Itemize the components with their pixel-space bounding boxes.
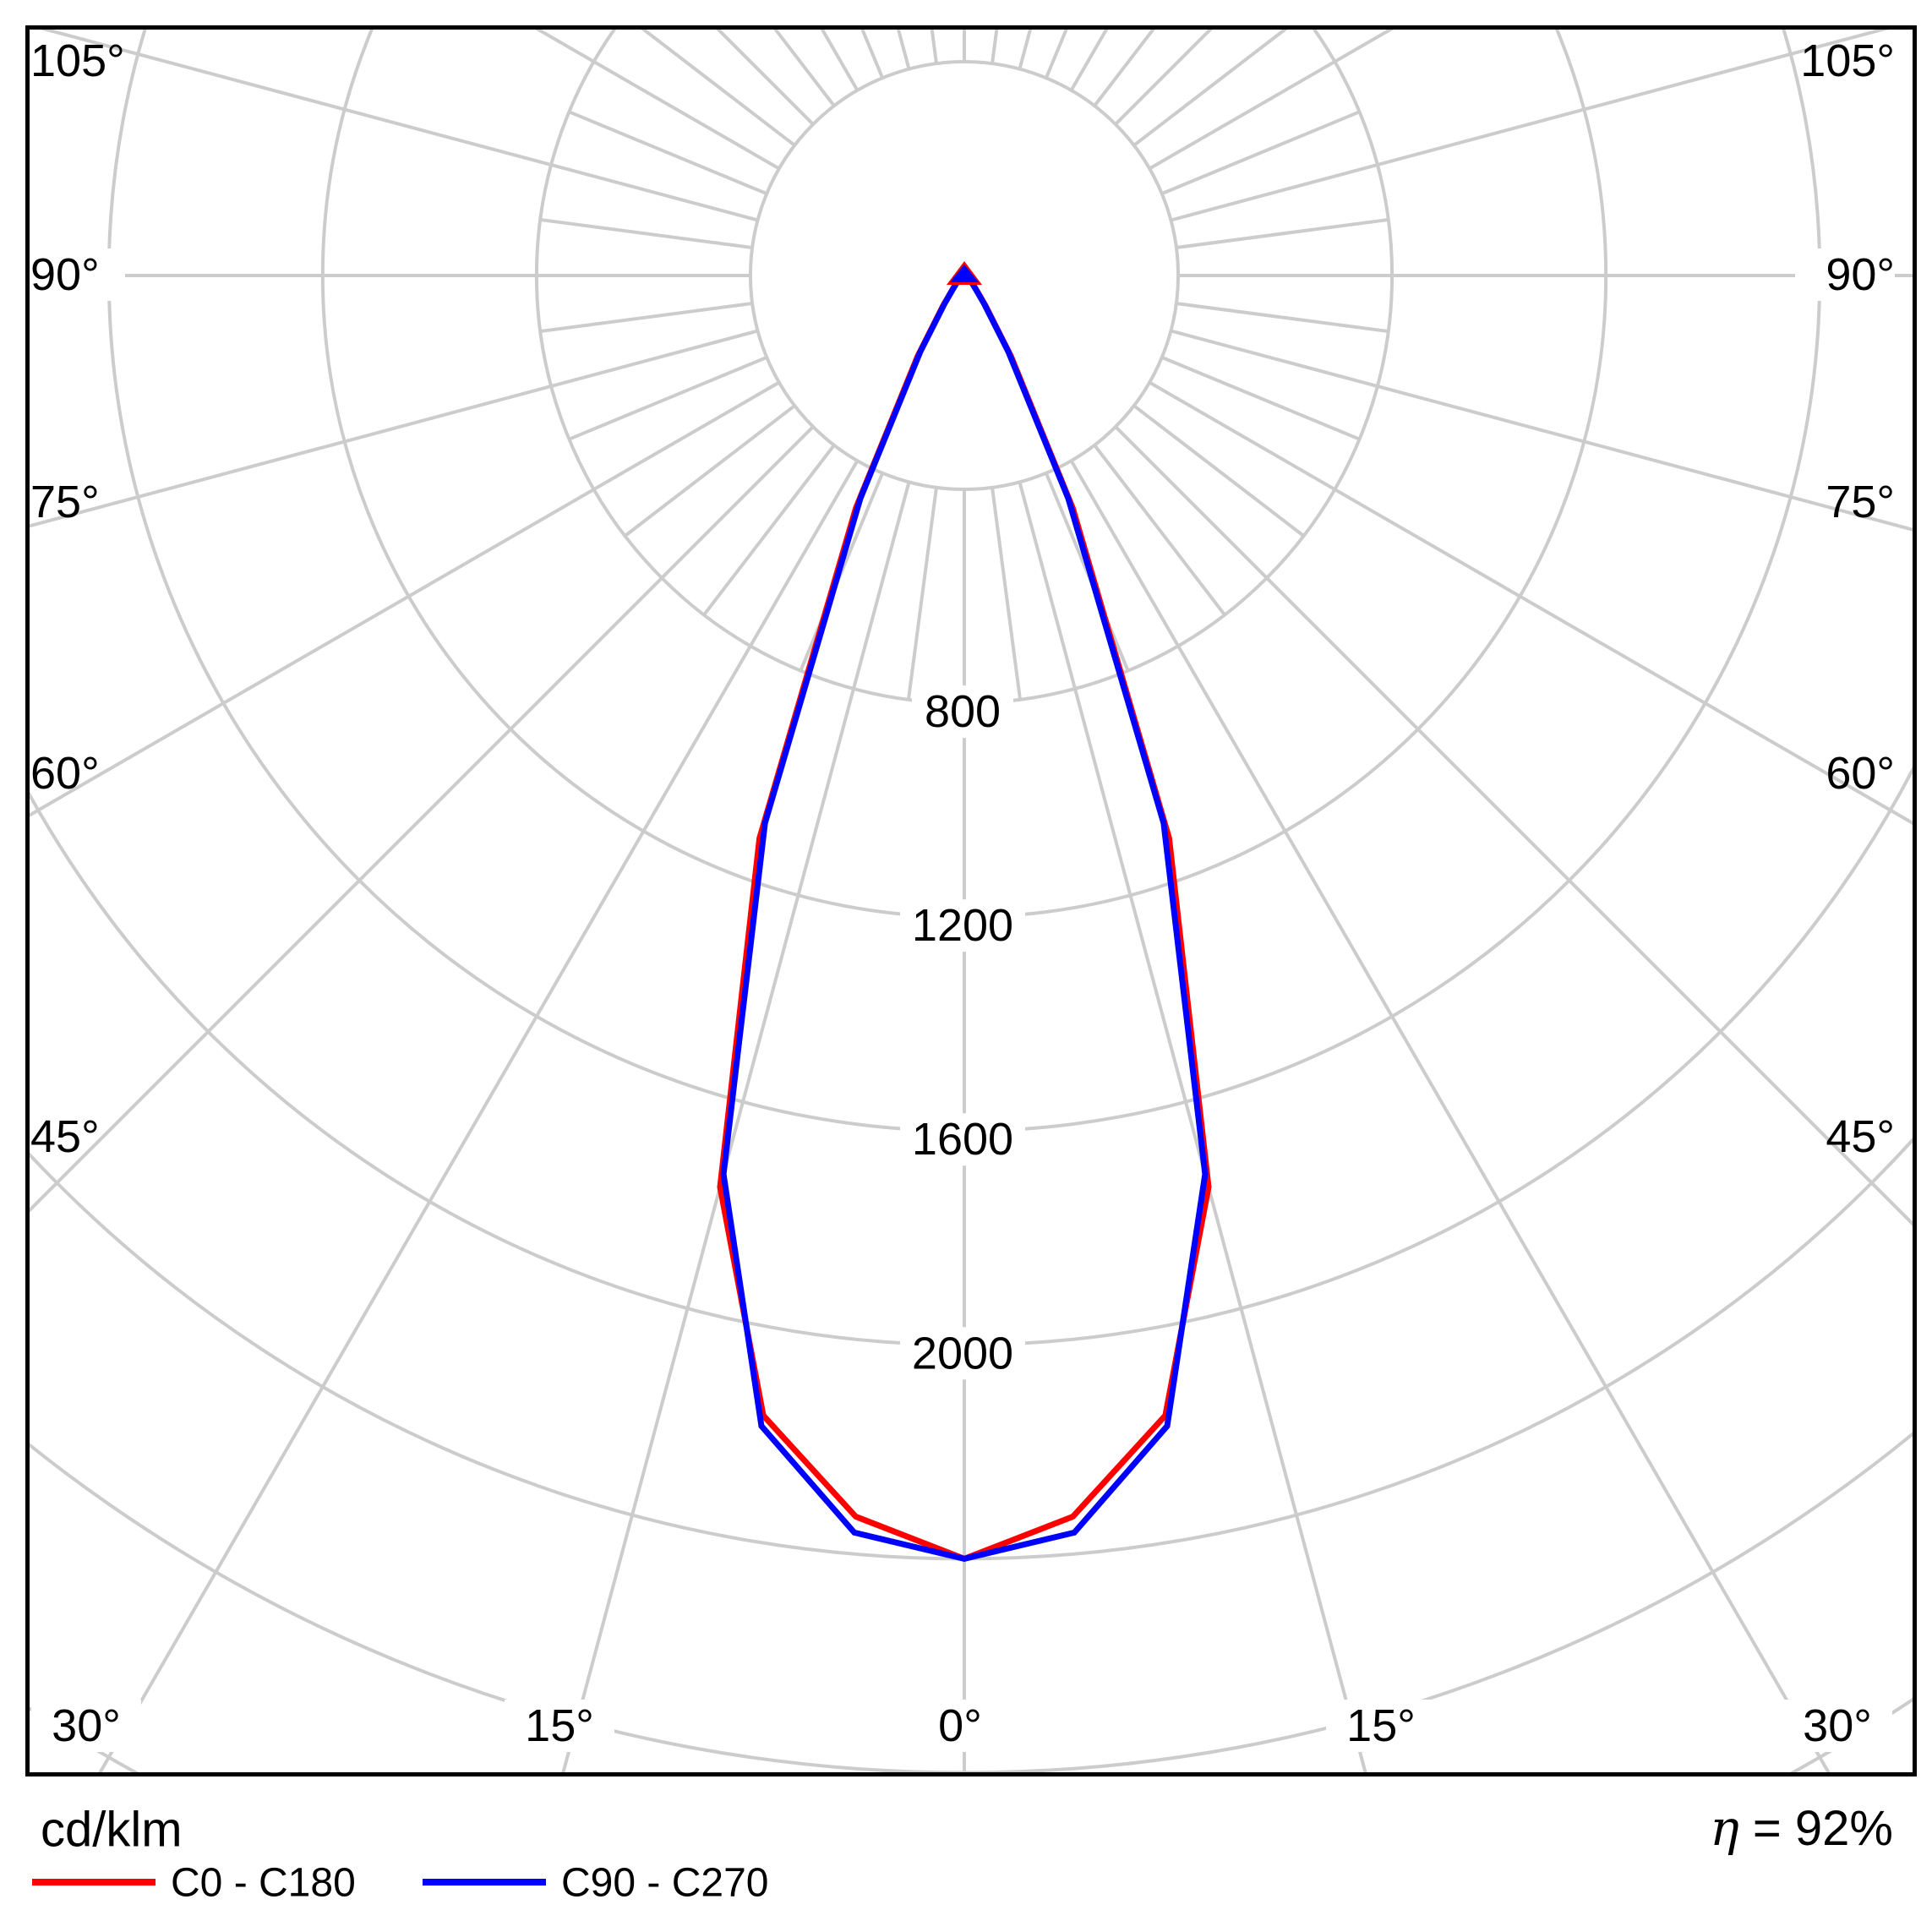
curve-layer [717,261,1212,1563]
angle-label-bottom-2-0°: 0° [938,1700,982,1751]
legend-label-c0-c180: C0 - C180 [171,1861,356,1906]
ring-label-2000-mask [900,1327,1025,1380]
polar-grid-spoke-minor [773,30,836,107]
units-label: cd/klm [41,1803,183,1858]
polar-grid-spoke-major [1114,425,1913,1226]
angle-label-left-105°: 105° [30,35,125,86]
angle-label-bottom-0-30°-mask [31,1700,141,1752]
ring-label-1600-mask [900,1113,1025,1166]
polar-grid-spoke-minor [991,487,1023,701]
angle-label-bottom-0-30°: 30° [52,1700,121,1751]
angle-label-bottom-1-15°: 15° [525,1700,594,1751]
polar-grid-spoke-major [40,30,759,222]
polar-grid-spoke-minor [1176,217,1389,249]
polar-grid-spoke-minor [568,355,767,441]
angle-label-left-90°-mask [25,248,125,301]
angle-label-left-45°: 45° [30,1111,100,1162]
polar-grid-spoke-minor [1132,30,1288,147]
angle-label-right-105°: 105° [1800,35,1895,86]
ring-label-1600: 1600 [912,1114,1013,1165]
angle-label-left-75°: 75° [30,477,100,527]
eta-symbol: η [1710,1799,1739,1857]
polar-grid-spoke-minor [702,444,836,616]
angle-label-bottom-4-30°-mask [1782,1700,1892,1752]
polar-grid-spoke-minor [1044,30,1068,79]
ring-label-800-mask [912,685,1013,739]
polar-grid-spoke-major [1018,481,1367,1772]
plot-border [25,25,1917,1776]
angle-label-bottom-2-0°-mask [918,1700,1002,1752]
polar-grid-spoke-major [1170,329,1913,532]
polar-grid-spoke-minor [624,404,796,538]
polar-grid-spoke-minor [1176,302,1389,334]
polar-grid-spoke-minor [860,30,885,79]
legend-label-c90-c270: C90 - C270 [561,1861,768,1906]
polar-grid-spoke-minor [539,302,753,334]
legend: C0 - C180 C90 - C270 [32,1861,768,1906]
angle-label-bottom-1-15°-mask [505,1700,614,1752]
angle-label-bottom-3-15°-mask [1326,1700,1436,1752]
efficiency-label: η = 92% [1710,1799,1893,1857]
polar-grid-spoke-minor [1161,110,1361,196]
ring-label-1200-mask [900,899,1025,952]
polar-grid-spoke-major [1170,30,1889,222]
polar-grid-spoke-minor [539,217,753,249]
angle-label-bottom-4-30°: 30° [1803,1700,1872,1751]
polar-grid-spoke-minor [906,487,938,701]
ring-label-1200: 1200 [912,900,1013,951]
angle-label-right-45°: 45° [1826,1111,1895,1162]
efficiency-value: = 92% [1739,1801,1893,1856]
grid-labels: 800 1200 1600 2000 105° 90° 75° 60° 45° 105° 90° 75… [25,35,1895,1752]
polar-grid-spoke-major [1069,460,1831,1772]
angle-label-left-60°: 60° [30,748,100,799]
polar-grid-spoke-minor [568,110,767,196]
angle-label-left-90°: 90° [30,249,100,300]
polar-grid-spoke-minor [1093,30,1155,107]
angle-label-right-75°: 75° [1826,477,1895,527]
polar-grid-spoke-minor [1161,355,1361,441]
polar-grid-spoke-major [561,481,911,1772]
polar-grid-spoke-minor [1093,444,1226,616]
angle-label-right-60°: 60° [1826,748,1895,799]
ring-label-2000: 2000 [912,1328,1013,1378]
polar-grid-spoke-major [98,460,860,1772]
polar-grid-spoke-minor [641,30,796,147]
angle-label-right-90°: 90° [1826,249,1895,300]
angle-label-bottom-3-15°: 15° [1346,1700,1416,1751]
polar-grid-spoke-minor [1132,404,1305,538]
beam-axis-arrow-icon-blue [950,265,979,282]
polar-grid-spoke-major [30,425,815,1213]
polar-grid-spoke-major [1149,380,1913,826]
polar-grid-spoke-major [30,329,759,528]
ring-label-800: 800 [925,686,1001,737]
angle-label-right-90°-mask [1795,248,1895,301]
polar-grid-spoke-major [30,380,780,817]
